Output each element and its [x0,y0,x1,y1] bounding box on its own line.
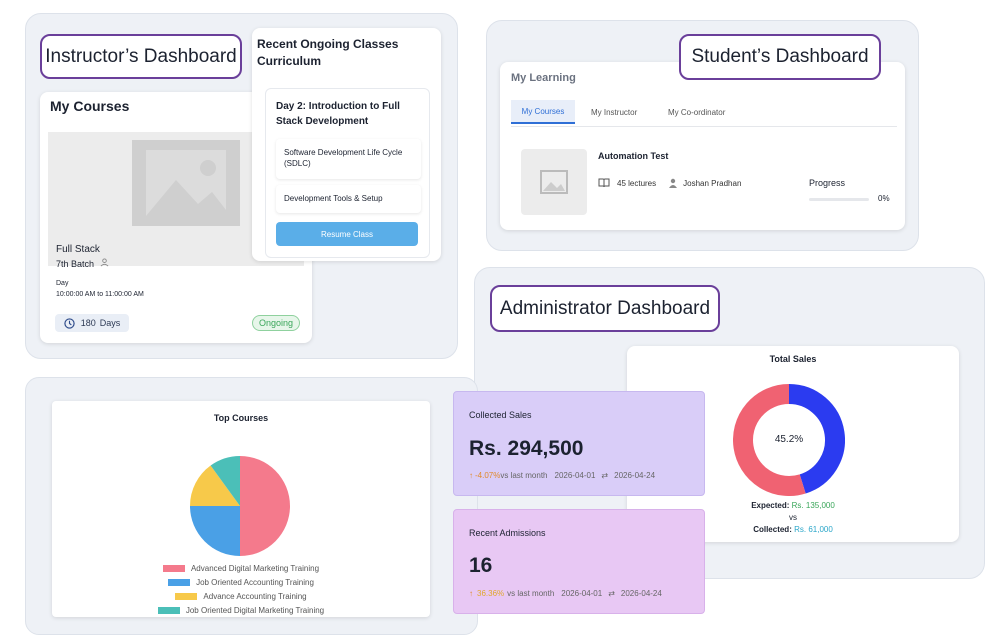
course-row[interactable]: Automation Test 45 lectures Joshan Pradh… [511,134,897,220]
collected-to-date: 2026-04-24 [614,471,656,480]
collected-from-date: 2026-04-01 [554,471,596,480]
pie-slice [240,456,290,556]
arrow-up-icon: ↑ [469,471,473,480]
curriculum-item[interactable]: Development Tools & Setup [276,185,421,213]
clock-icon [64,317,75,329]
course-batch: 7th Batch [56,258,109,269]
legend-label: Advanced Digital Marketing Training [190,564,320,573]
donut-segment [788,384,845,494]
vs-label: vs [789,513,797,522]
user-icon [100,258,109,269]
legend-label: Advance Accounting Training [203,592,307,601]
collected-value: Rs. 61,000 [794,525,833,534]
legend-item[interactable]: Job Oriented Digital Marketing Training [52,606,430,615]
swap-icon: ⇄ [608,589,615,598]
collected-sales-change-row: ↑ -4.07% vs last month 2026-04-01 ⇄ 2026… [469,471,655,480]
progress-bar [809,198,869,201]
legend-label: Job Oriented Digital Marketing Training [185,606,325,615]
total-sales-title: Total Sales [769,354,817,364]
expected-label: Expected: [751,501,790,510]
collected-label: Collected: [753,525,792,534]
instructor-name: Joshan Pradhan [683,178,742,188]
duration-badge: 180 Days [55,314,129,332]
collected-change-suffix: vs last month [500,471,548,480]
pie-slice [210,456,240,506]
progress-value: 0% [878,194,890,203]
collected-row: Collected: Rs. 61,000 [627,525,959,534]
total-sales-donut [733,384,845,496]
duration-unit: Days [99,318,121,328]
legend-item[interactable]: Advanced Digital Marketing Training [52,564,430,573]
my-learning-title: My Learning [511,72,576,84]
legend-label: Job Oriented Accounting Training [196,578,314,587]
course-thumbnail [521,149,587,215]
progress-label: Progress [809,178,846,188]
legend-swatch [168,579,191,586]
donut-center-value: 45.2% [774,434,804,445]
swap-icon: ⇄ [601,471,609,480]
resume-class-button[interactable]: Resume Class [276,222,418,246]
tab-my-coordinator[interactable]: My Co-ordinator [668,108,726,117]
collected-sales-value: Rs. 294,500 [469,437,584,460]
lectures-info: 45 lectures Joshan Pradhan [598,178,741,188]
donut-segment [733,384,806,496]
tab-my-courses[interactable]: My Courses [511,100,575,124]
collected-sales-card: Collected Sales Rs. 294,500 ↑ -4.07% vs … [453,391,705,496]
image-placeholder-icon [540,170,568,194]
lectures-count: 45 lectures [617,178,657,188]
expected-row: Expected: Rs. 135,000 [627,501,959,510]
image-placeholder-icon [132,140,240,226]
course-title: Automation Test [598,151,669,161]
top-courses-pie [190,456,290,556]
expected-value: Rs. 135,000 [791,501,835,510]
day-label: Day [56,280,69,287]
recent-classes-title: Recent Ongoing Classes Curriculum [257,37,399,68]
recent-admissions-card: Recent Admissions 16 ↑ 36.36% vs last mo… [453,509,705,614]
legend-swatch [162,565,185,572]
curriculum-day-box: Day 2: Introduction to Full Stack Develo… [265,88,430,258]
admissions-from-date: 2026-04-01 [561,589,603,598]
user-icon [669,178,678,188]
my-learning-card: My Learning My Courses My Instructor My … [500,62,905,230]
recent-admissions-value: 16 [469,554,493,577]
admissions-change-suffix: vs last month [507,589,555,598]
batch-label: 7th Batch [56,258,95,269]
status-badge: Ongoing [252,315,300,331]
pie-slice [190,465,240,506]
admissions-change-row: ↑ 36.36% vs last month 2026-04-01 ⇄ 2026… [469,589,662,598]
pie-slice [190,506,240,556]
admissions-to-date: 2026-04-24 [620,589,662,598]
tab-my-instructor[interactable]: My Instructor [591,108,638,117]
admissions-change-value: 36.36% [477,589,505,598]
admin-dashboard-label: Administrator Dashboard [490,285,720,332]
collected-sales-title: Collected Sales [469,410,532,420]
curriculum-day-title: Day 2: Introduction to Full Stack Develo… [276,101,400,127]
legend-swatch [175,593,198,600]
curriculum-item[interactable]: Software Development Life Cycle (SDLC) [276,139,421,179]
legend-swatch [157,607,180,614]
instructor-dashboard-label: Instructor’s Dashboard [40,34,242,79]
legend-item[interactable]: Advance Accounting Training [52,592,430,601]
course-name: Full Stack [56,244,100,255]
book-icon [598,178,610,188]
top-courses-card: Top Courses Advanced Digital Marketing T… [52,401,430,617]
tabs-divider [511,126,897,127]
student-dashboard-label: Student’s Dashboard [679,34,881,80]
duration-value: 180 [80,318,96,328]
arrow-up-icon: ↑ [469,589,473,598]
my-courses-title: My Courses [50,98,130,114]
recent-admissions-title: Recent Admissions [469,528,546,538]
recent-classes-card: Recent Ongoing Classes Curriculum Day 2:… [252,28,441,261]
legend-item[interactable]: Job Oriented Accounting Training [52,578,430,587]
collected-change-value: -4.07% [475,471,501,480]
top-courses-title: Top Courses [213,413,269,423]
course-time: 10:00:00 AM to 11:00:00 AM [56,291,144,298]
